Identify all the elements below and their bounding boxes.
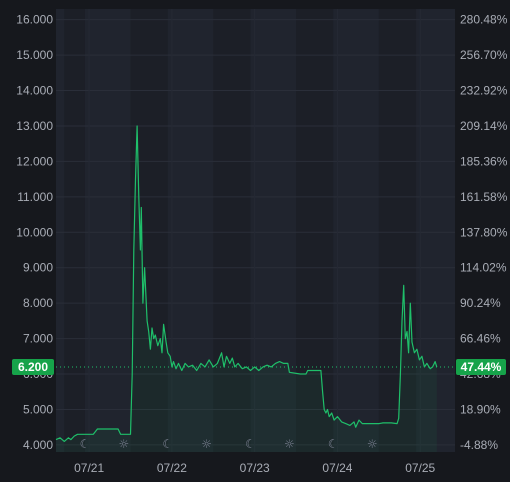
x-tick-label: 07/25 — [405, 461, 435, 475]
night-band — [130, 9, 168, 452]
grid-lines — [56, 9, 455, 452]
area-fill — [56, 126, 437, 452]
y-right-tick-label: 18.90% — [460, 402, 501, 416]
night-band — [296, 9, 334, 452]
y-left-tick-label: 5.000 — [23, 402, 53, 416]
sun-icon: ☼ — [201, 437, 212, 451]
y-left-tick-label: 4.000 — [23, 438, 53, 452]
sun-icon: ☼ — [284, 437, 295, 451]
y-right-tick-label: 66.46% — [460, 332, 501, 346]
night-band — [64, 9, 85, 452]
y-left-tick-label: 14.000 — [16, 84, 53, 98]
night-band — [213, 9, 251, 452]
current-value-badge — [12, 358, 54, 375]
current-change-badge — [456, 358, 506, 375]
y-left-tick-label: 7.000 — [23, 332, 53, 346]
y-right-tick-label: 90.24% — [460, 296, 501, 310]
current-change-label: 47.44% — [461, 360, 502, 374]
y-right-tick-label: 232.92% — [460, 84, 508, 98]
x-tick-label: 07/21 — [74, 461, 104, 475]
y-left-tick-label: 13.000 — [16, 119, 53, 133]
y-right-tick-label: -4.88% — [460, 438, 498, 452]
y-left-tick-label: 15.000 — [16, 48, 53, 62]
x-tick-label: 07/24 — [322, 461, 352, 475]
y-left-tick-label: 8.000 — [23, 296, 53, 310]
day-night-markers: ☾ ☼ ☾ ☼ ☾ ☼ ☾ ☼ — [80, 437, 378, 451]
y-right-tick-label: 256.70% — [460, 48, 508, 62]
left-axis-ticks: 16.000 15.000 14.000 13.000 12.000 11.000 10.0… — [16, 13, 53, 452]
sun-icon: ☼ — [118, 437, 129, 451]
right-axis-ticks: 280.48% 256.70% 232.92% 209.14% 185.36% 161.5… — [460, 13, 508, 452]
y-left-tick-label: 16.000 — [16, 13, 53, 27]
sun-icon: ☼ — [367, 437, 378, 451]
x-axis-ticks: 07/21 07/22 07/23 07/24 07/25 — [74, 461, 435, 475]
series-line — [55, 125, 438, 442]
y-right-tick-label: 185.36% — [460, 154, 508, 168]
y-right-tick-label: 137.80% — [460, 225, 508, 239]
y-left-tick-label: 11.000 — [17, 190, 53, 204]
y-right-tick-label: 209.14% — [460, 119, 508, 133]
night-band — [378, 9, 417, 452]
y-right-tick-label: 161.58% — [460, 190, 508, 204]
current-value-label: 6.200 — [18, 360, 48, 374]
y-right-tick-label: 114.02% — [460, 261, 507, 275]
y-left-tick-label: 9.000 — [23, 261, 53, 275]
current-value-indicator: 6.200 47.44% — [12, 358, 506, 375]
moon-icon: ☾ — [328, 437, 339, 451]
day-night-bands — [56, 9, 455, 452]
y-left-tick-label: 10.000 — [16, 225, 53, 239]
moon-icon: ☾ — [162, 437, 173, 451]
moon-icon: ☾ — [245, 437, 256, 451]
series-area — [56, 126, 437, 452]
moon-icon: ☾ — [80, 437, 91, 451]
x-tick-label: 07/22 — [157, 461, 187, 475]
y-left-tick-label: 12.000 — [16, 154, 53, 168]
y-right-tick-label: 280.48% — [460, 13, 508, 27]
x-tick-label: 07/23 — [240, 461, 270, 475]
price-series — [55, 125, 438, 442]
